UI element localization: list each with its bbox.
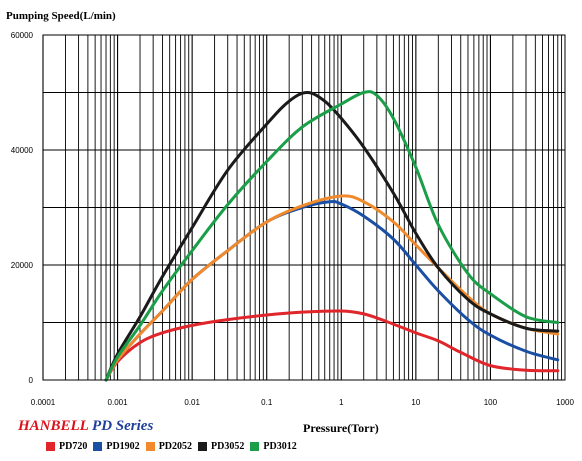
x-tick-label: 1: [339, 398, 344, 407]
legend-label: PD2052: [158, 441, 193, 452]
legend: PD720 PD1902 PD2052 PD3052 PD3012: [46, 441, 297, 452]
legend-label: PD1902: [106, 441, 140, 452]
y-axis-ticks: 0 20000 40000 60000: [11, 31, 34, 385]
x-axis-ticks: 0.0001 0.001 0.01 0.1 1 10 100 1000: [31, 398, 575, 407]
series-line-pd2052: [104, 194, 560, 382]
legend-swatch: [46, 442, 55, 451]
x-axis-title: Pressure(Torr): [303, 421, 379, 435]
x-tick-label: 100: [484, 398, 498, 407]
plot-frame: [42, 34, 566, 381]
legend-swatch: [250, 442, 260, 451]
series-line-pd3052: [104, 91, 560, 382]
legend-item-pd2052: PD2052: [145, 441, 193, 452]
legend-swatch: [145, 442, 155, 451]
y-tick-label: 40000: [11, 146, 34, 155]
legend-label: PD720: [59, 441, 88, 452]
brand-name: HANBELL: [18, 418, 89, 434]
legend-label: PD3012: [263, 441, 297, 452]
x-tick-label: 0.001: [108, 398, 129, 407]
y-tick-label: 60000: [11, 31, 34, 40]
y-tick-label: 20000: [11, 261, 34, 270]
grid: [42, 34, 565, 381]
legend-item-pd3052: PD3052: [198, 441, 244, 452]
brand-title: HANBELL PD Series: [18, 418, 153, 435]
x-tick-label: 0.01: [184, 398, 200, 407]
legend-swatch: [93, 442, 103, 451]
series-line-pd3012: [104, 90, 560, 382]
series-line-pd720: [104, 309, 560, 382]
legend-item-pd1902: PD1902: [93, 441, 140, 452]
legend-item-pd720: PD720: [46, 441, 87, 452]
brand-series: PD Series: [92, 418, 154, 434]
x-tick-label: 0.1: [261, 398, 273, 407]
x-tick-label: 1000: [556, 398, 574, 407]
series-lines: [104, 90, 560, 382]
x-tick-label: 10: [411, 398, 420, 407]
legend-label: PD3052: [211, 441, 245, 452]
y-tick-label: 0: [29, 376, 34, 385]
legend-item-pd3012: PD3012: [250, 441, 297, 452]
legend-swatch: [198, 442, 208, 451]
y-axis-title: Pumping Speed(L/min): [6, 10, 116, 22]
x-tick-label: 0.0001: [31, 398, 56, 407]
